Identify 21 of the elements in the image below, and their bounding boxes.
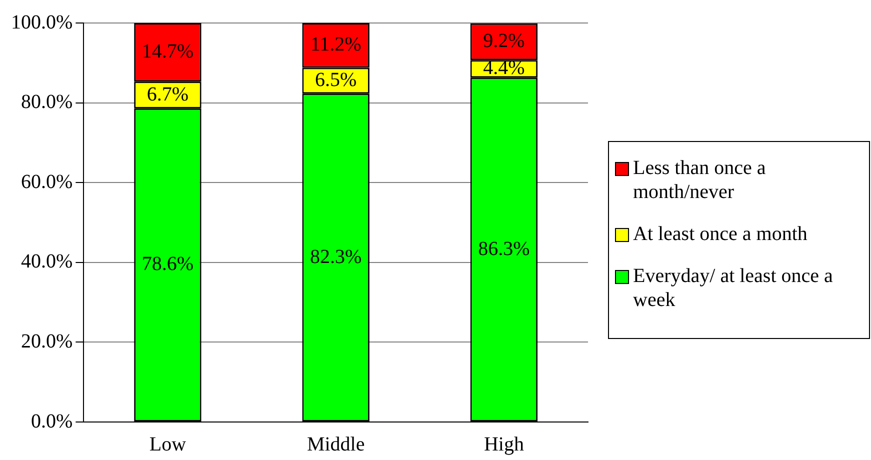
data-label: 9.2% (483, 30, 525, 52)
data-label: 14.7% (142, 40, 194, 63)
data-label: 82.3% (310, 246, 362, 268)
y-tick-label: 60.0% (20, 170, 73, 193)
y-tick-label: 100.0% (10, 11, 73, 34)
y-tick-label: 40.0% (20, 250, 73, 273)
legend-label: Less than once a month/never (633, 156, 767, 204)
legend-label: At least once a month (633, 222, 808, 246)
data-label: 6.7% (146, 83, 189, 106)
data-label: 78.6% (142, 253, 194, 276)
y-tick-label: 0.0% (30, 410, 73, 432)
y-tick-label: 80.0% (20, 91, 73, 114)
x-tick-label: Middle (306, 433, 365, 456)
x-tick-label: Low (149, 433, 187, 456)
data-label: 11.2% (310, 34, 362, 56)
data-label: 86.3% (478, 238, 530, 260)
data-label: 4.4% (483, 57, 525, 80)
y-tick-label: 20.0% (20, 330, 73, 352)
x-tick-label: High (484, 433, 524, 456)
legend-label: Everyday/ at least once a week (633, 264, 834, 312)
data-label: 6.5% (314, 68, 357, 91)
